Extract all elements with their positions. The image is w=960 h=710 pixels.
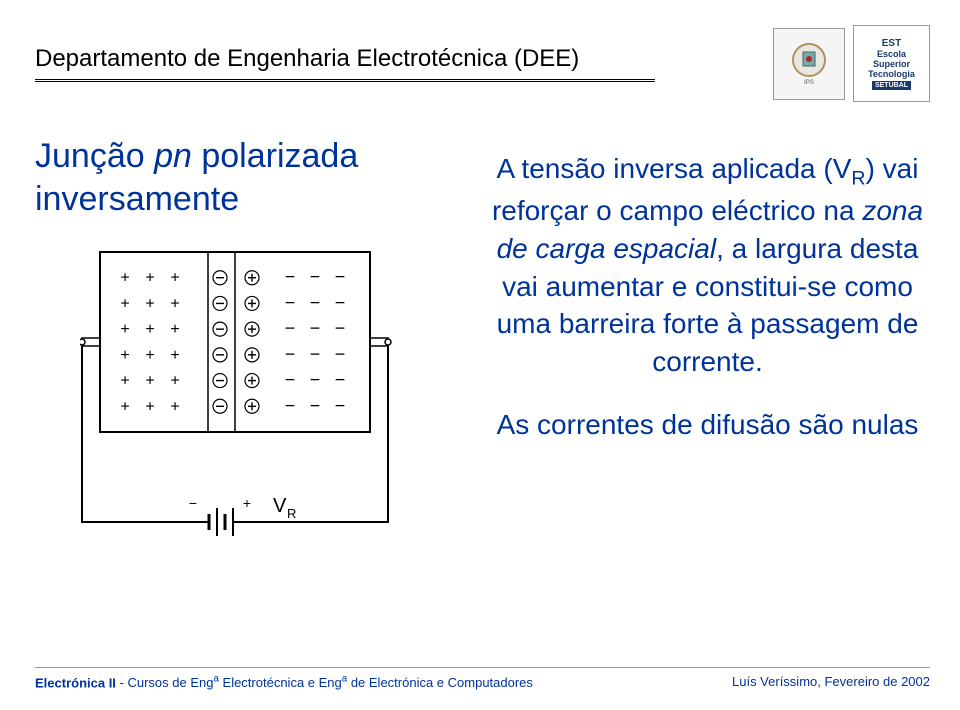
logo-ips-label: IPS [804, 80, 814, 86]
section-title: Junção pn polarizada inversamente [35, 135, 455, 220]
svg-text:+: + [120, 373, 129, 390]
svg-text:+: + [170, 373, 179, 390]
svg-text:+: + [145, 270, 154, 287]
svg-text:+: + [170, 295, 179, 312]
svg-text:+: + [145, 398, 154, 415]
est-line4: SETÚBAL [872, 81, 911, 90]
logo-est: EST Escola Superior Tecnologia SETÚBAL [853, 25, 930, 102]
svg-text:−: − [335, 344, 346, 364]
svg-text:+: + [170, 321, 179, 338]
content-area: Junção pn polarizada inversamente +++−−−… [35, 135, 930, 552]
est-line2: Superior [873, 59, 910, 69]
svg-text:−: − [310, 267, 321, 287]
svg-text:+: + [145, 295, 154, 312]
footer-left-bold: Electrónica II [35, 675, 116, 690]
svg-text:+: + [145, 321, 154, 338]
est-big: EST [882, 38, 901, 49]
p1sub: R [851, 168, 865, 190]
diagram-container: +++−−−+++−−−+++−−−+++−−−+++−−−+++−−−−+VR [80, 242, 455, 552]
svg-text:−: − [335, 395, 346, 415]
footer-left-rest: - Cursos de Enga Electrotécnica e Enga d… [116, 675, 533, 690]
department-title: Departamento de Engenharia Electrotécnic… [35, 45, 655, 82]
svg-text:V: V [273, 495, 287, 517]
svg-text:+: + [120, 321, 129, 338]
footer-left: Electrónica II - Cursos de Enga Electrot… [35, 674, 533, 690]
svg-text:−: − [335, 370, 346, 390]
svg-text:+: + [145, 347, 154, 364]
svg-text:−: − [285, 395, 296, 415]
svg-text:R: R [287, 506, 296, 521]
svg-text:+: + [170, 347, 179, 364]
pn-junction-diagram: +++−−−+++−−−+++−−−+++−−−+++−−−+++−−−−+VR [80, 242, 400, 552]
svg-text:−: − [189, 495, 197, 511]
page-footer: Electrónica II - Cursos de Enga Electrot… [35, 667, 930, 690]
svg-text:+: + [170, 398, 179, 415]
svg-text:−: − [310, 395, 321, 415]
right-column: A tensão inversa aplicada (VR) vai refor… [485, 135, 930, 552]
svg-text:−: − [335, 292, 346, 312]
svg-text:−: − [310, 318, 321, 338]
svg-text:+: + [120, 398, 129, 415]
crest-icon [791, 42, 827, 78]
svg-text:−: − [310, 292, 321, 312]
svg-text:−: − [285, 318, 296, 338]
title-part1: Junção [35, 137, 154, 175]
svg-text:−: − [310, 370, 321, 390]
svg-text:+: + [120, 295, 129, 312]
body-paragraph-1: A tensão inversa aplicada (VR) vai refor… [485, 150, 930, 381]
svg-text:+: + [243, 495, 251, 511]
svg-text:+: + [120, 347, 129, 364]
svg-text:−: − [335, 267, 346, 287]
title-line2: inversamente [35, 180, 239, 218]
svg-text:−: − [310, 344, 321, 364]
svg-text:+: + [120, 270, 129, 287]
svg-text:−: − [285, 292, 296, 312]
left-column: Junção pn polarizada inversamente +++−−−… [35, 135, 455, 552]
svg-text:+: + [170, 270, 179, 287]
est-line1: Escola [877, 49, 906, 59]
svg-text:−: − [285, 370, 296, 390]
svg-text:−: − [335, 318, 346, 338]
title-part1b: polarizada [192, 137, 358, 175]
svg-text:−: − [285, 344, 296, 364]
title-ital: pn [154, 137, 192, 175]
svg-text:−: − [285, 267, 296, 287]
footer-right: Luís Veríssimo, Fevereiro de 2002 [732, 674, 930, 690]
p1a: A tensão inversa aplicada (V [497, 153, 852, 184]
svg-text:+: + [145, 373, 154, 390]
est-line3: Tecnologia [868, 69, 915, 79]
logo-group: IPS EST Escola Superior Tecnologia SETÚB… [773, 25, 930, 102]
body-paragraph-2: As correntes de difusão são nulas [485, 406, 930, 444]
logo-ips: IPS [773, 28, 845, 100]
page-header: Departamento de Engenharia Electrotécnic… [35, 25, 930, 102]
